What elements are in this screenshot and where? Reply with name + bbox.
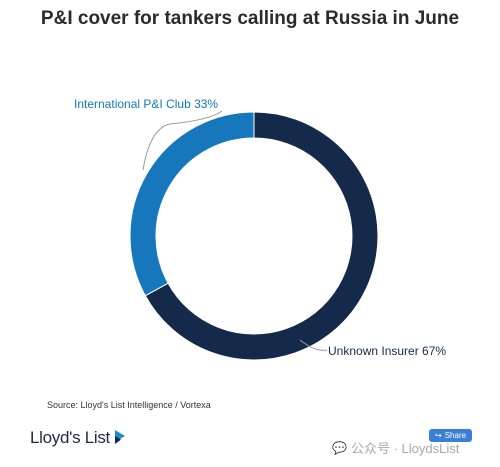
wechat-icon: 💬 (332, 440, 347, 455)
share-label: Share (444, 431, 467, 440)
share-button[interactable]: ↪ Share (429, 429, 473, 442)
lloyds-list-logo[interactable]: Lloyd's List (30, 428, 126, 448)
wechat-watermark: 💬 公众号 · LloydsList (332, 438, 459, 457)
logo-text: Lloyd's List (30, 428, 110, 447)
donut-slice-1 (129, 111, 255, 297)
logo-mark-icon (114, 430, 125, 444)
leader-line-unknown (299, 339, 328, 351)
source-note: Source: Lloyd's List Intelligence / Vort… (47, 400, 211, 410)
label-unknown-insurer: Unknown Insurer 67% (328, 344, 446, 358)
watermark-text: 公众号 · LloydsList (350, 441, 460, 456)
chart-title: P&I cover for tankers calling at Russia … (40, 8, 460, 29)
share-icon: ↪ (435, 431, 442, 440)
donut-slice-0 (144, 111, 379, 361)
leader-line-club (142, 110, 223, 171)
label-international-club: International P&I Club 33% (74, 97, 218, 111)
